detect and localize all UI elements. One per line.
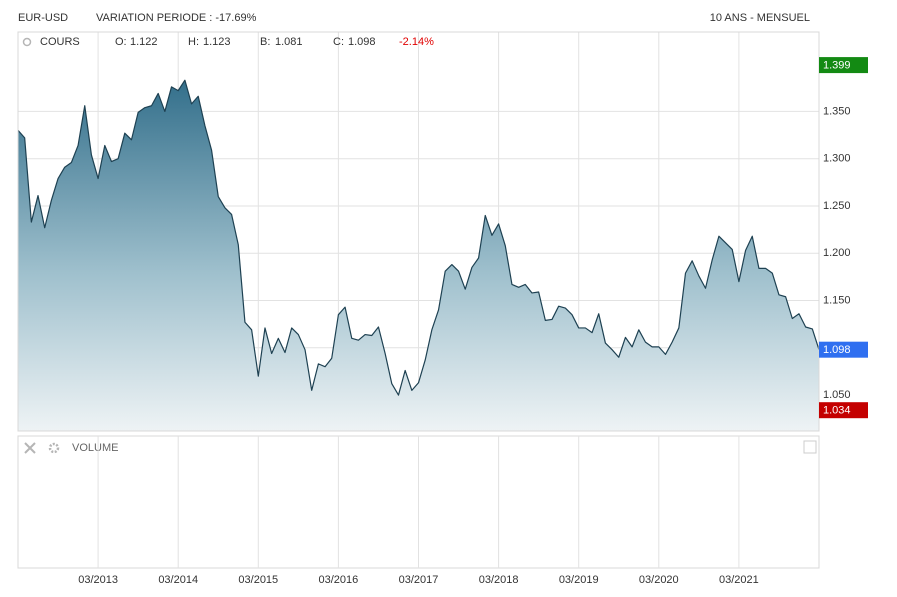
- y-tick-label: 1.250: [823, 200, 851, 212]
- legend-key: O:: [115, 36, 127, 48]
- y-tick-label: 1.150: [823, 294, 851, 306]
- price-marker-label: 1.098: [823, 344, 851, 356]
- period-label: 10 ANS - MENSUEL: [710, 12, 810, 24]
- legend-key: H:: [188, 36, 199, 48]
- legend-key: B:: [260, 36, 270, 48]
- ohlc-legend: O: 1.122 H: 1.123 B: 1.081 C: 1.098: [115, 36, 376, 48]
- x-tick-label: 03/2019: [559, 574, 599, 586]
- price-marker-label: 1.034: [823, 405, 851, 417]
- x-tick-label: 03/2014: [158, 574, 198, 586]
- price-marker: [819, 57, 868, 74]
- x-tick-label: 03/2016: [319, 574, 359, 586]
- price-frame: [17, 31, 820, 432]
- y-tick-label: 1.300: [823, 153, 851, 165]
- x-tick-label: 03/2020: [639, 574, 679, 586]
- price-marker: [819, 402, 868, 419]
- settings-icon[interactable]: [22, 37, 32, 47]
- price-line: [17, 79, 820, 396]
- x-tick-label: 03/2015: [238, 574, 278, 586]
- x-tick-label: 03/2017: [399, 574, 439, 586]
- x-tick-label: 03/2013: [78, 574, 118, 586]
- settings-icon[interactable]: [48, 442, 60, 454]
- x-tick-label: 03/2021: [719, 574, 759, 586]
- legend-value: 1.098: [348, 36, 376, 48]
- legend-value: 1.081: [275, 36, 303, 48]
- y-tick-label: 1.200: [823, 247, 851, 259]
- legend-value: 1.122: [130, 36, 158, 48]
- x-tick-label: 03/2018: [479, 574, 519, 586]
- price-marker: [819, 341, 868, 358]
- legend-value: 1.123: [203, 36, 231, 48]
- chart-subtitle: VARIATION PERIODE : -17.69%: [96, 12, 257, 24]
- volume-label: VOLUME: [72, 442, 118, 454]
- legend-key: C:: [333, 36, 344, 48]
- series-label: COURS: [40, 36, 80, 48]
- price-area: [18, 80, 819, 431]
- close-icon[interactable]: [24, 442, 36, 454]
- change-label: -2.14%: [399, 36, 434, 48]
- y-tick-label: 1.350: [823, 105, 851, 117]
- price-marker-label: 1.399: [823, 59, 851, 71]
- checkbox[interactable]: [803, 440, 817, 454]
- y-tick-label: 1.050: [823, 389, 851, 401]
- chart-title: EUR-USD: [18, 12, 68, 24]
- price-panel: [17, 32, 820, 431]
